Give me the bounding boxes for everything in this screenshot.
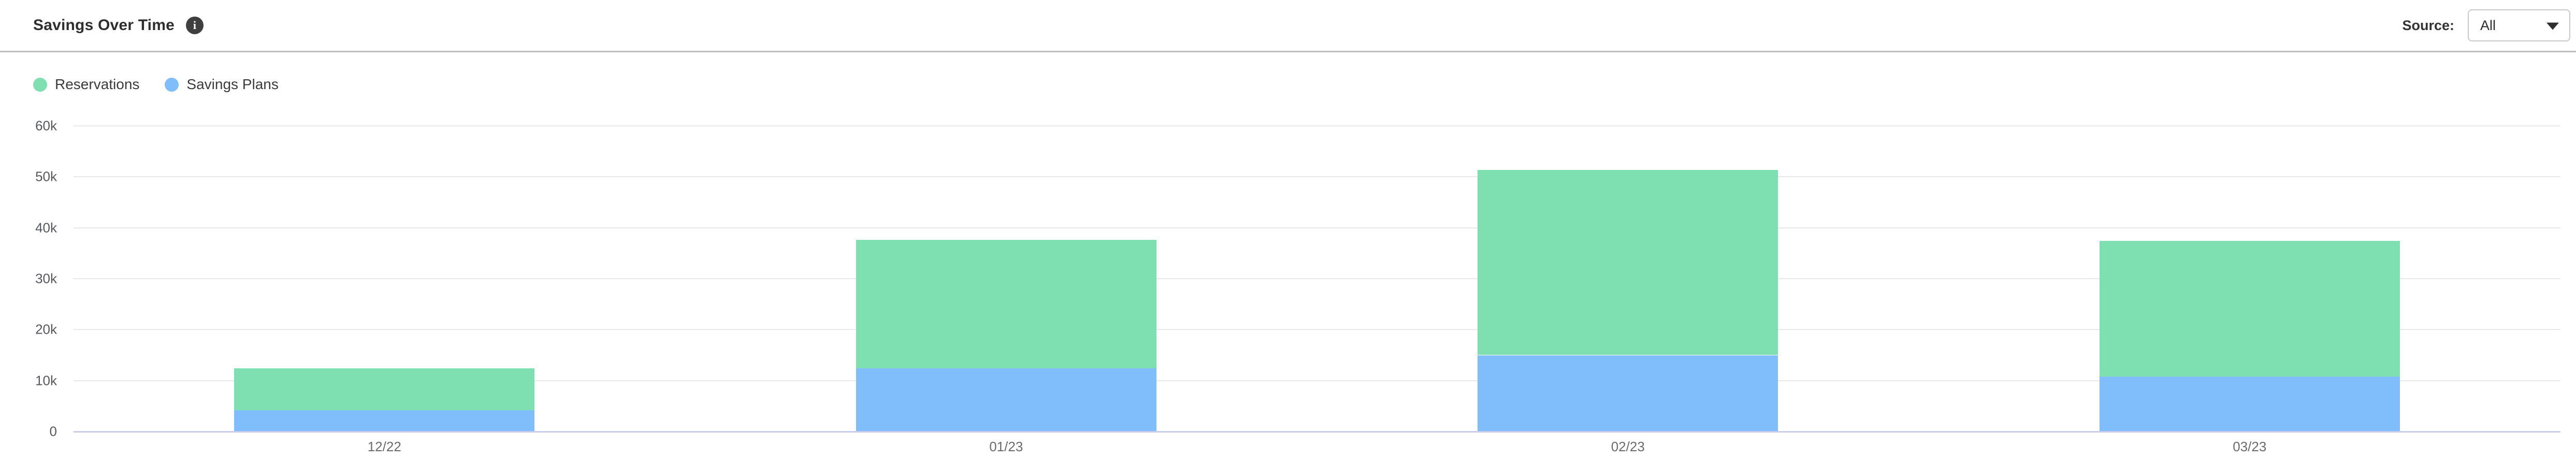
legend: Reservations Savings Plans	[33, 76, 279, 93]
x-tick-label: 01/23	[989, 439, 1023, 454]
x-tick-label: 03/23	[2233, 439, 2267, 454]
legend-dot-icon	[165, 77, 179, 92]
bar-03-23-savings-plans[interactable]	[2099, 376, 2400, 432]
gridline	[74, 278, 2560, 279]
bar-12-22-reservations[interactable]	[234, 368, 535, 410]
x-tick-label: 02/23	[1611, 439, 1645, 454]
gridline	[74, 176, 2560, 178]
legend-label: Reservations	[55, 76, 140, 92]
gridline	[74, 329, 2560, 331]
bar-12-22-savings-plans[interactable]	[234, 410, 535, 432]
y-tick-label: 40k	[35, 220, 57, 236]
y-tick-label: 10k	[35, 372, 57, 389]
legend-item-reservations[interactable]: Reservations	[33, 76, 139, 93]
bar-02-23-savings-plans[interactable]	[1478, 355, 1778, 432]
y-tick-label: 30k	[35, 270, 57, 286]
y-tick-label: 60k	[35, 118, 57, 134]
gridline	[74, 227, 2560, 228]
chevron-down-icon	[2546, 22, 2559, 30]
info-icon[interactable]: i	[185, 17, 204, 34]
gridline	[74, 125, 2560, 126]
source-select[interactable]: All	[2468, 9, 2570, 41]
y-tick-label: 20k	[35, 321, 57, 337]
bar-01-23-savings-plans[interactable]	[856, 368, 1156, 432]
x-tick-label: 12/22	[367, 439, 401, 454]
source-control: Source: All	[2402, 0, 2570, 51]
bar-02-23-reservations[interactable]	[1478, 169, 1778, 355]
source-select-value: All	[2480, 17, 2496, 33]
source-label: Source:	[2402, 17, 2454, 33]
page-title: Savings Over Time	[33, 17, 175, 34]
y-tick-label: 50k	[35, 168, 57, 184]
x-axis-line	[74, 431, 2560, 433]
legend-label: Savings Plans	[186, 76, 279, 92]
bar-01-23-reservations[interactable]	[856, 240, 1156, 369]
legend-item-savings-plans[interactable]: Savings Plans	[165, 76, 279, 93]
bar-03-23-reservations[interactable]	[2099, 241, 2400, 377]
gridline	[74, 380, 2560, 381]
y-tick-label: 0	[49, 423, 57, 439]
header: Savings Over Time i Source: All	[0, 0, 2576, 52]
legend-dot-icon	[33, 77, 47, 92]
